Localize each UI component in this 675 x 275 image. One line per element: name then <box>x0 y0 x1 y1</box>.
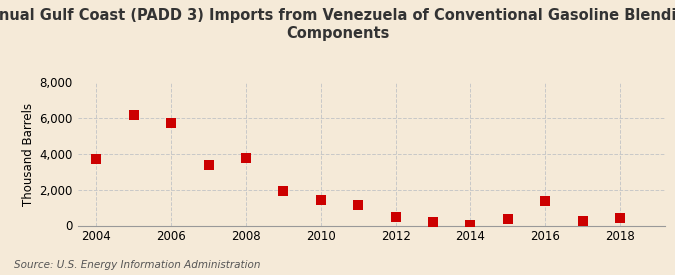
Point <box>128 112 139 117</box>
Point <box>502 217 513 221</box>
Point <box>166 120 177 125</box>
Text: Annual Gulf Coast (PADD 3) Imports from Venezuela of Conventional Gasoline Blend: Annual Gulf Coast (PADD 3) Imports from … <box>0 8 675 41</box>
Point <box>203 163 214 167</box>
Point <box>465 223 476 227</box>
Point <box>577 219 588 223</box>
Point <box>540 199 551 204</box>
Point <box>353 203 364 207</box>
Point <box>427 220 438 224</box>
Point <box>278 188 289 193</box>
Point <box>390 214 401 219</box>
Point <box>615 216 626 220</box>
Point <box>315 198 326 203</box>
Point <box>240 155 251 160</box>
Text: Source: U.S. Energy Information Administration: Source: U.S. Energy Information Administ… <box>14 260 260 270</box>
Point <box>91 157 102 162</box>
Y-axis label: Thousand Barrels: Thousand Barrels <box>22 103 35 206</box>
